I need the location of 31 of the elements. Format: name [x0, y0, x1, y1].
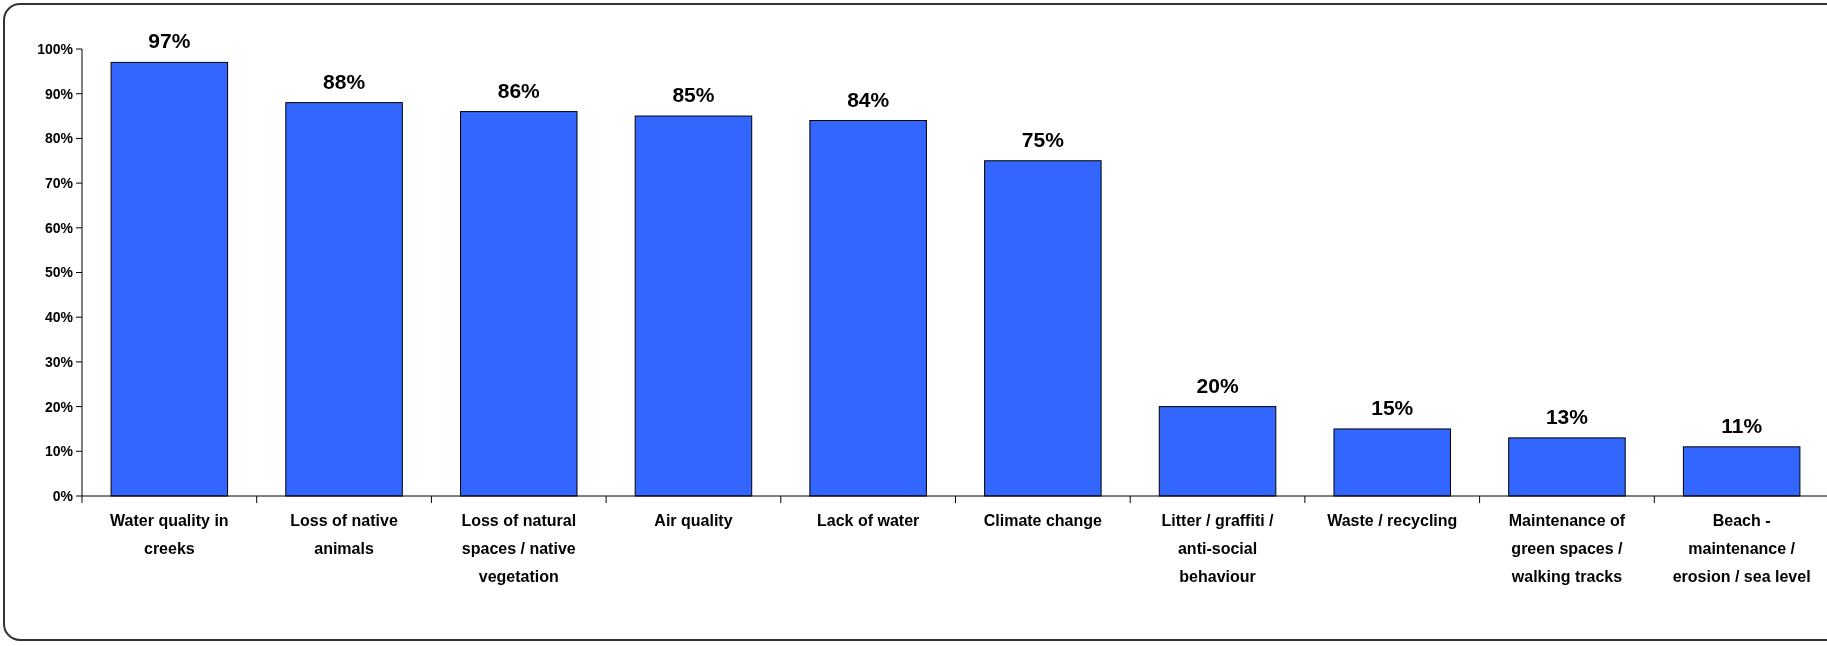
y-tick-label: 10% — [44, 443, 74, 460]
x-tick-label: Beach - maintenance / erosion / sea level — [1672, 512, 1811, 585]
data-label: 75% — [1021, 127, 1065, 151]
y-tick-label: 0% — [52, 487, 74, 504]
y-tick-label: 20% — [44, 398, 74, 415]
y-tick-label: 30% — [44, 353, 74, 370]
y-tick-label: 70% — [44, 175, 74, 191]
y-tick-label: 50% — [44, 264, 74, 281]
data-label: 88% — [323, 69, 366, 93]
data-label: 20% — [1196, 373, 1239, 397]
x-tick-label: Air quality — [654, 512, 733, 529]
y-tick-label: 90% — [44, 85, 74, 102]
x-tick-label: Loss of natural spaces / native vegetation — [461, 512, 577, 585]
data-label: 84% — [847, 87, 890, 111]
y-tick-label: 100% — [37, 40, 74, 57]
x-tick-label: Litter / graffiti / anti-social behaviour — [1161, 512, 1275, 585]
data-label: 86% — [497, 78, 541, 102]
y-tick-label: 80% — [44, 130, 74, 147]
x-tick-label: Water quality in creeks — [110, 512, 229, 557]
data-label: 15% — [1371, 395, 1414, 419]
x-tick-label: Lack of water — [817, 512, 920, 529]
data-label: 13% — [1545, 404, 1589, 428]
data-label: 85% — [672, 83, 715, 107]
y-tick-label: 40% — [44, 309, 74, 326]
data-label: 97% — [148, 29, 191, 53]
x-tick-label: Maintenance of green spaces / walking tracks — [1508, 512, 1626, 585]
x-tick-label: Loss of native animals — [290, 512, 398, 557]
x-tick-label: Waste / recycling — [1327, 512, 1458, 529]
data-label: 11% — [1721, 413, 1763, 437]
y-tick-label: 60% — [44, 219, 74, 236]
x-tick-label: Climate change — [983, 512, 1103, 529]
